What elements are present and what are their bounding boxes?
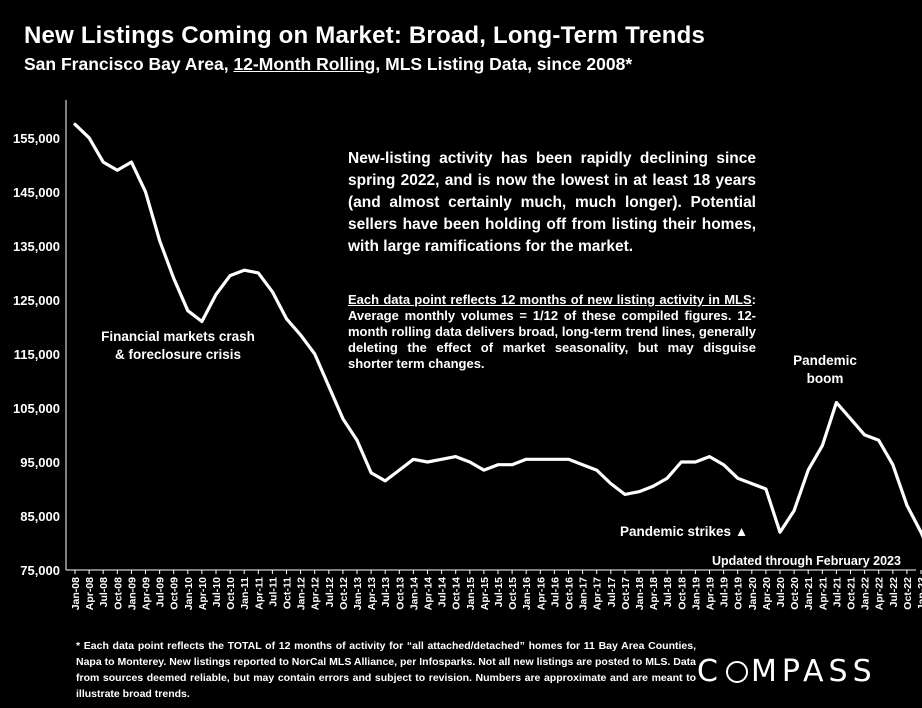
x-tick-label: Oct-19 xyxy=(733,577,745,610)
x-tick-label: Apr-13 xyxy=(366,577,378,610)
x-tick-label: Oct-21 xyxy=(846,577,858,610)
logo-ring-icon xyxy=(725,661,748,683)
x-tick-label: Jul-15 xyxy=(493,577,505,608)
x-tick-label: Jan-16 xyxy=(521,577,533,610)
x-tick-label: Jan-19 xyxy=(690,577,702,610)
logo-text-end: MPASS xyxy=(750,654,877,689)
x-tick-label: Oct-22 xyxy=(902,577,914,610)
x-tick-label: Oct-16 xyxy=(564,577,576,610)
x-tick-label: Apr-15 xyxy=(479,577,491,610)
x-tick-label: Jul-22 xyxy=(888,577,900,608)
x-tick-label: Oct-14 xyxy=(451,577,463,610)
x-tick-label: Apr-11 xyxy=(253,577,265,610)
methodology-body: : Average monthly volumes = 1/12 of thes… xyxy=(348,292,756,371)
x-tick-label: Jan-18 xyxy=(634,577,646,610)
x-tick-label: Apr-08 xyxy=(84,577,96,610)
x-tick-label: Jan-15 xyxy=(465,577,477,610)
series-line xyxy=(73,122,922,539)
x-tick-label: Oct-09 xyxy=(169,577,181,610)
x-tick-label: Apr-22 xyxy=(874,577,886,610)
methodology-heading: Each data point reflects 12 months of ne… xyxy=(348,292,752,307)
x-tick-label: Jan-13 xyxy=(352,577,364,610)
x-tick-label: Jul-19 xyxy=(719,577,731,608)
x-tick-label: Jul-16 xyxy=(549,577,561,608)
x-tick-label: Apr-17 xyxy=(592,577,604,610)
annotation-financial-crash: Financial markets crash & foreclosure cr… xyxy=(98,328,258,364)
x-tick-label: Oct-17 xyxy=(620,577,632,610)
x-tick-label: Jul-20 xyxy=(775,577,787,608)
compass-logo: C MPASS xyxy=(697,654,877,689)
x-tick-label: Jan-08 xyxy=(70,577,82,610)
x-tick-label: Jul-12 xyxy=(324,577,336,608)
methodology-note: Each data point reflects 12 months of ne… xyxy=(348,292,756,372)
annotation-boom-line2: boom xyxy=(806,371,844,386)
subtitle-rolling: 12-Month Rolling xyxy=(233,54,376,74)
annotation-pandemic-strikes: Pandemic strikes ▲ xyxy=(620,523,748,541)
chart-subtitle: San Francisco Bay Area, 12-Month Rolling… xyxy=(24,54,632,75)
y-tick-label: 115,000 xyxy=(14,347,60,362)
x-tick-label: Oct-18 xyxy=(676,577,688,610)
annotation-strikes-text: Pandemic strikes xyxy=(620,524,732,539)
x-tick-label: Oct-08 xyxy=(112,577,124,610)
x-tick-label: Oct-13 xyxy=(394,577,406,610)
x-tick-label: Oct-11 xyxy=(282,577,294,609)
x-tick-label: Jan-11 xyxy=(239,577,251,610)
x-tick-label: Jan-21 xyxy=(803,577,815,610)
x-tick-label: Apr-18 xyxy=(648,577,660,610)
x-tick-label: Apr-21 xyxy=(817,577,829,610)
main-commentary: New-listing activity has been rapidly de… xyxy=(348,150,756,255)
x-tick-label: Jul-18 xyxy=(662,577,674,608)
x-tick-label: Apr-14 xyxy=(423,577,435,610)
x-tick-label: Jan-09 xyxy=(126,577,138,610)
x-tick-label: Apr-09 xyxy=(141,577,153,610)
x-tick-label: Apr-19 xyxy=(705,577,717,610)
y-axis-ticks: 75,000 85,000 95,000 105,000 115,000 125,000 1… xyxy=(13,131,60,578)
x-tick-label: Oct-15 xyxy=(507,577,519,610)
subtitle-part3: , MLS Listing Data, since 2008* xyxy=(375,54,633,74)
x-tick-label: Apr-20 xyxy=(761,577,773,610)
x-tick-label: Apr-16 xyxy=(535,577,547,610)
x-tick-label: Jan-22 xyxy=(860,577,872,610)
x-tick-label: Jul-17 xyxy=(606,577,618,608)
chart-title: New Listings Coming on Market: Broad, Lo… xyxy=(24,22,706,49)
y-tick-label: 145,000 xyxy=(13,185,60,200)
x-tick-label: Oct-12 xyxy=(338,577,350,610)
x-tick-label: Jul-08 xyxy=(98,577,110,608)
y-tick-label: 125,000 xyxy=(13,293,60,308)
y-tick-label: 105,000 xyxy=(13,401,60,416)
y-tick-label: 75,000 xyxy=(20,563,60,578)
x-tick-label: Apr-12 xyxy=(310,577,322,610)
x-tick-label: Jan-14 xyxy=(408,577,420,610)
annotation-crash-line1: Financial markets crash xyxy=(101,329,255,344)
annotation-boom-line1: Pandemic xyxy=(793,353,857,368)
up-arrow-icon: ▲ xyxy=(734,524,749,539)
x-tick-label: Jul-21 xyxy=(831,577,843,608)
annotation-crash-line2: & foreclosure crisis xyxy=(114,347,242,362)
y-tick-label: 135,000 xyxy=(13,239,60,254)
x-tick-label: Jan-23 xyxy=(916,577,922,610)
x-tick-label: Jan-20 xyxy=(747,577,759,610)
x-tick-label: Oct-10 xyxy=(225,577,237,610)
subtitle-part1: San Francisco Bay Area, xyxy=(24,54,234,74)
x-tick-label: Oct-20 xyxy=(789,577,801,610)
x-tick-label: Jan-10 xyxy=(183,577,195,610)
x-tick-label: Jul-11 xyxy=(267,577,279,607)
x-tick-label: Jul-14 xyxy=(437,577,449,608)
y-tick-label: 85,000 xyxy=(20,509,60,524)
footnote: * Each data point reflects the TOTAL of … xyxy=(76,640,696,700)
x-tick-label: Jan-17 xyxy=(578,577,590,610)
x-tick-label: Jul-09 xyxy=(155,577,167,608)
x-axis-ticks: Jan-08 Apr-08 Jul-08 Oct-08 Jan-09 Apr-09 Jul-… xyxy=(70,570,922,610)
y-tick-label: 95,000 xyxy=(20,455,60,470)
x-tick-label: Jul-13 xyxy=(380,577,392,608)
x-tick-label: Jan-12 xyxy=(296,577,308,610)
x-tick-label: Apr-10 xyxy=(197,577,209,610)
annotation-updated: Updated through February 2023 xyxy=(712,554,901,568)
logo-text-start: C xyxy=(697,654,723,689)
annotation-pandemic-boom: Pandemic boom xyxy=(780,352,870,388)
y-tick-label: 155,000 xyxy=(13,131,60,146)
x-tick-label: Jul-10 xyxy=(211,577,223,608)
